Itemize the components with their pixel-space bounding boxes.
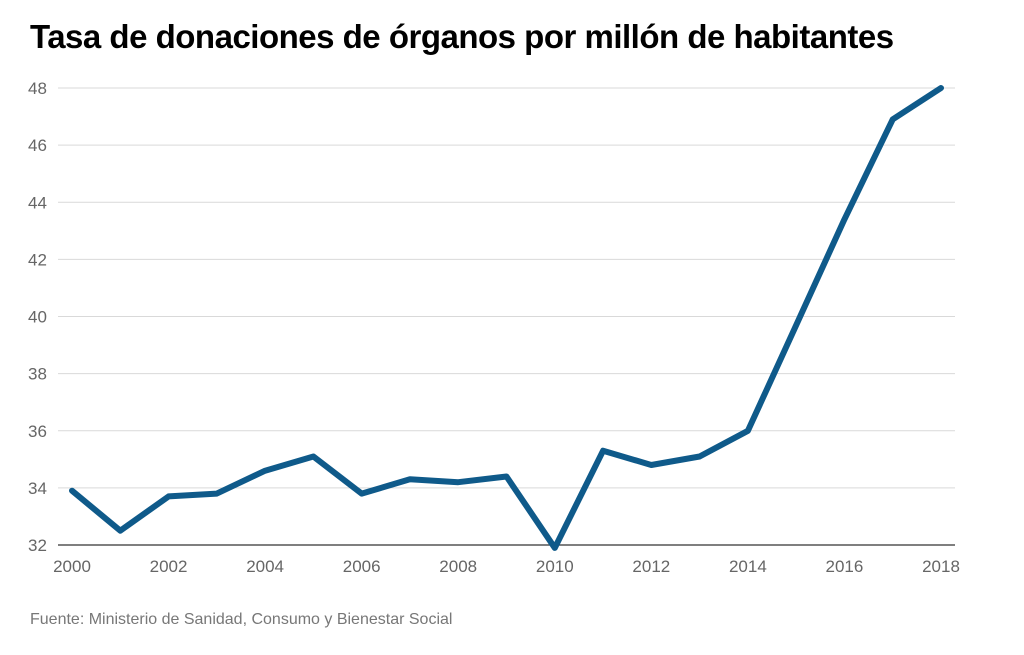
x-tick-label: 2018 xyxy=(922,557,960,576)
x-axis-tick-labels: 2000 2002 2004 2006 2008 2010 2012 2014 2016 2018 xyxy=(53,557,960,576)
y-tick-label: 46 xyxy=(28,136,47,155)
x-tick-label: 2010 xyxy=(536,557,574,576)
gridlines xyxy=(58,87,955,546)
y-tick-label: 42 xyxy=(28,250,47,269)
y-tick-label: 34 xyxy=(28,479,47,498)
chart-title: Tasa de donaciones de órganos por millón… xyxy=(30,18,894,55)
y-tick-label: 48 xyxy=(28,79,47,98)
y-tick-label: 38 xyxy=(28,365,47,384)
x-tick-label: 2012 xyxy=(632,557,670,576)
data-series xyxy=(69,85,944,551)
y-tick-label: 44 xyxy=(28,193,47,212)
y-tick-label: 36 xyxy=(28,422,47,441)
x-tick-label: 2006 xyxy=(343,557,381,576)
x-tick-label: 2014 xyxy=(729,557,767,576)
y-tick-label: 32 xyxy=(28,536,47,555)
series-line xyxy=(69,85,944,551)
x-tick-label: 2004 xyxy=(246,557,284,576)
x-tick-label: 2000 xyxy=(53,557,91,576)
x-tick-label: 2008 xyxy=(439,557,477,576)
x-tick-label: 2002 xyxy=(150,557,188,576)
x-tick-label: 2016 xyxy=(826,557,864,576)
source-note: Fuente: Ministerio de Sanidad, Consumo y… xyxy=(30,611,453,628)
y-tick-label: 40 xyxy=(28,308,47,327)
y-axis-tick-labels: 32 34 36 38 40 42 44 46 48 xyxy=(28,79,47,555)
